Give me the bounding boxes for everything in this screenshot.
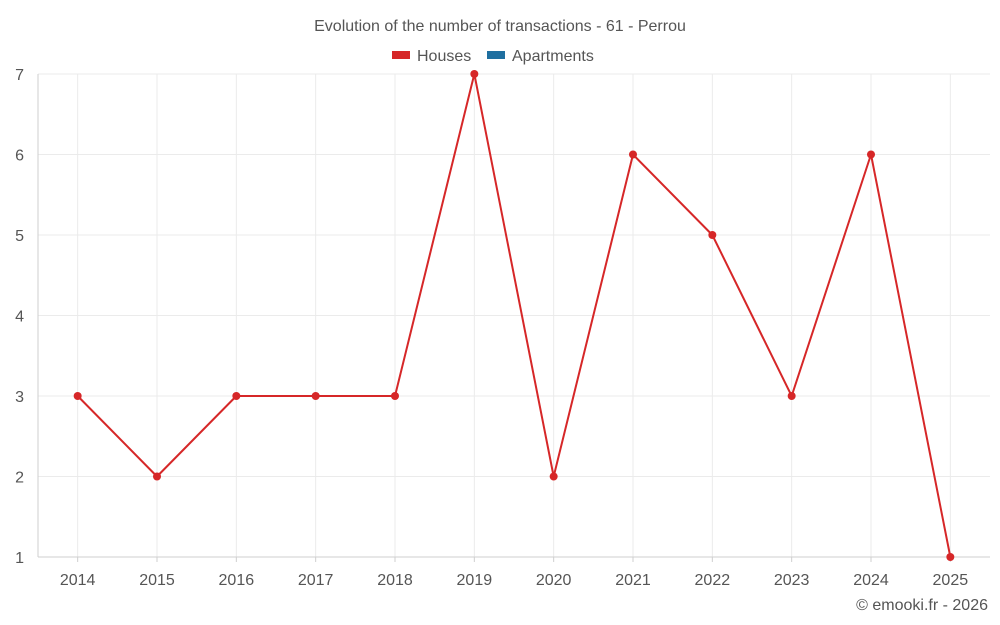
legend-label-houses[interactable]: Houses [417,48,471,65]
data-point-houses-2018[interactable] [391,392,399,400]
x-tick-label: 2019 [457,572,493,589]
legend-label-apartments[interactable]: Apartments [512,48,594,65]
x-tick-label: 2021 [615,572,651,589]
y-tick-label: 2 [15,470,24,487]
legend-swatch-apartments[interactable] [487,51,505,59]
data-point-houses-2023[interactable] [787,392,796,400]
y-tick-label: 1 [15,550,24,567]
chart-title: Evolution of the number of transactions … [314,18,686,35]
y-tick-label: 3 [15,389,24,406]
x-tick-label: 2018 [377,572,413,589]
y-tick-label: 5 [15,228,24,245]
legend-swatch-houses[interactable] [392,51,410,59]
x-tick-label: 2017 [298,572,334,589]
data-point-houses-2019[interactable] [470,70,479,78]
credit-text: © emooki.fr - 2026 [856,597,988,614]
x-tick-label: 2020 [536,572,572,589]
data-point-houses-2020[interactable] [549,472,558,481]
x-tick-label: 2024 [853,572,889,589]
legend: Houses Apartments [392,48,594,65]
x-tick-label: 2015 [139,572,175,589]
series-line-houses [76,73,952,558]
series-layer [73,70,955,561]
axes: 1 2 3 4 5 6 7 2014 2015 2016 2017 2018 2019 2020 2021 2… [15,67,990,589]
data-point-houses-2021[interactable] [629,150,637,159]
x-tick-label: 2022 [695,572,731,589]
x-tick-label: 2023 [774,572,810,589]
data-point-houses-2025[interactable] [946,553,955,561]
y-tick-label: 4 [15,309,24,326]
y-tick-label: 7 [15,67,24,84]
data-point-houses-2017[interactable] [311,392,320,400]
x-tick-label: 2016 [219,572,255,589]
data-point-houses-2014[interactable] [73,392,82,400]
data-point-houses-2015[interactable] [153,472,161,481]
x-tick-label: 2014 [60,572,96,589]
y-tick-label: 6 [15,148,24,165]
data-point-houses-2016[interactable] [232,392,241,400]
grid [38,73,990,557]
data-point-houses-2022[interactable] [708,231,717,239]
data-point-houses-2024[interactable] [867,150,875,159]
x-tick-label: 2025 [933,572,969,589]
